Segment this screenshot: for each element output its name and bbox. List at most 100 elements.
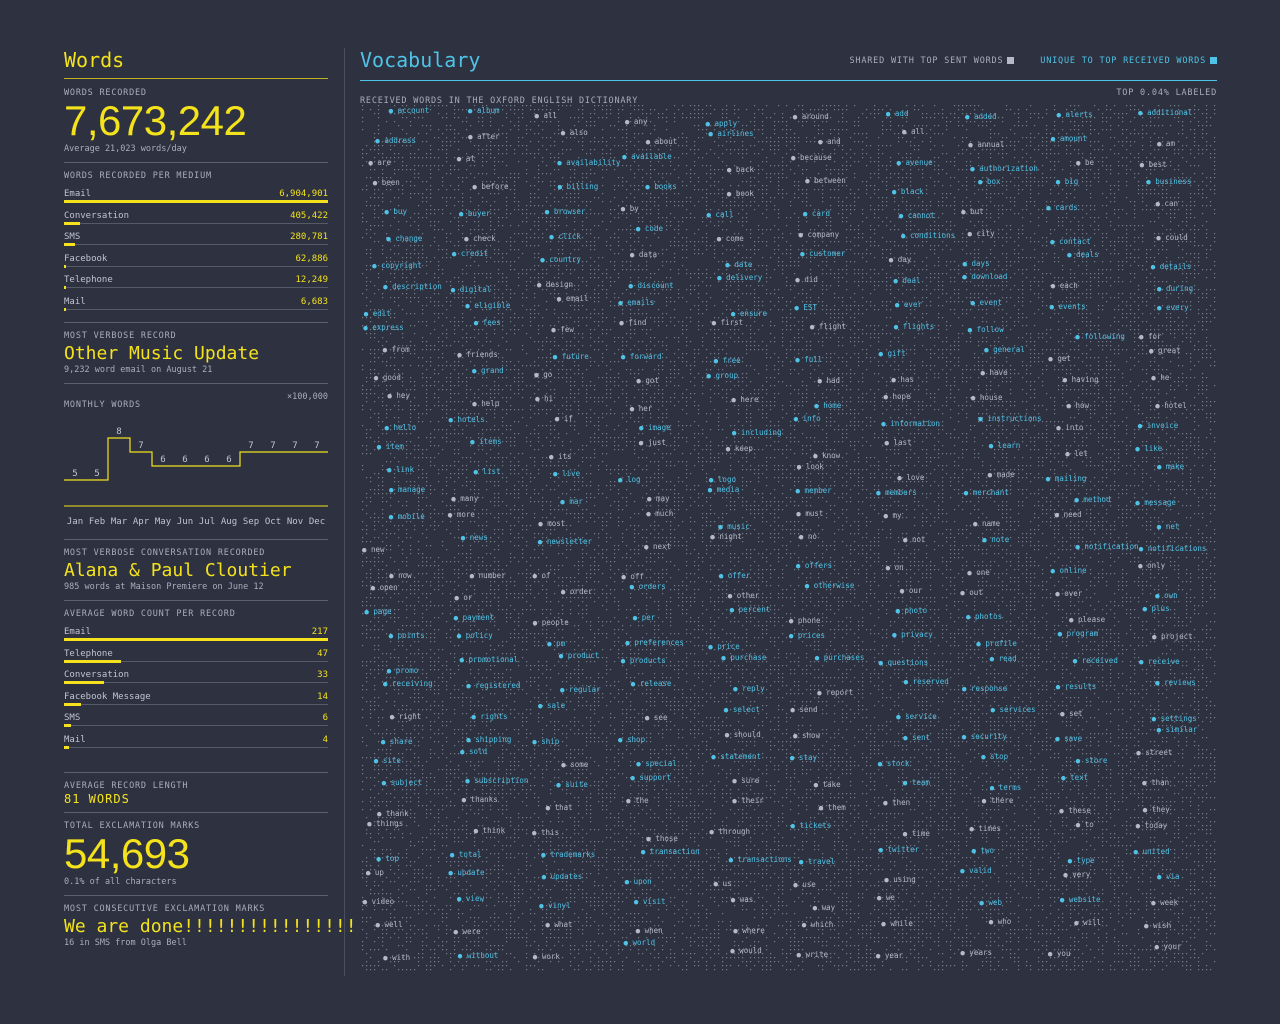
vocab-word-unique: ● text [1061, 773, 1088, 782]
vocab-word-shared: ● made [988, 470, 1015, 479]
vocab-word-shared: ● use [793, 880, 816, 889]
vocab-word-unique: ● flights [894, 322, 935, 331]
vocab-word-unique: ● products [621, 656, 666, 665]
vocab-word-unique: ● select [724, 705, 760, 714]
consecutive-label: MOST CONSECUTIVE EXCLAMATION MARKS [64, 904, 328, 914]
vocabulary-word-labels: ● account ● album ● all ● any ● apply ● aroun… [360, 103, 1217, 973]
vocab-word-shared: ● house [971, 393, 1003, 402]
avg-count-value: 33 [317, 670, 328, 680]
vocab-word-unique: ● log [618, 475, 641, 484]
vocab-word-unique: ● transactions [729, 855, 792, 864]
vocab-word-unique: ● availability [557, 158, 620, 167]
chart-data-label: 7 [270, 441, 275, 451]
vocab-word-unique: ● upon [625, 877, 652, 886]
vocab-word-shared: ● after [468, 132, 500, 141]
chart-tick-label: Nov [287, 517, 303, 527]
vocab-word-shared: ● write [797, 950, 829, 959]
vocab-word-unique: ● stop [981, 752, 1008, 761]
chart-tick-label: Jun [177, 517, 193, 527]
vocab-word-shared: ● way [813, 903, 836, 912]
legend-unique-label: UNIQUE TO TOP RECEIVED WORDS [1040, 56, 1206, 66]
medium-track [64, 223, 328, 224]
avg-count-row: Mail 4 [64, 731, 328, 753]
vocab-word-unique: ● team [903, 778, 930, 787]
vocab-word-shared: ● sure [732, 776, 759, 785]
vocab-word-unique: ● trademarks [541, 850, 595, 859]
vocab-word-shared: ● you [1048, 949, 1071, 958]
vocab-word-unique: ● ship [532, 737, 559, 746]
vocab-word-unique: ● response [962, 684, 1007, 693]
medium-name: Email [64, 189, 91, 199]
avg-count-fill [64, 724, 71, 727]
vocab-word-shared: ● have [981, 368, 1008, 377]
vocab-word-shared: ● see [645, 713, 668, 722]
vocab-word-unique: ● type [1068, 856, 1095, 865]
vocab-word-unique: ● contact [1050, 237, 1091, 246]
vocab-word-unique: ● net [1157, 522, 1180, 531]
vocab-word-unique: ● stock [878, 759, 910, 768]
vocab-word-unique: ● mar [560, 497, 583, 506]
vocab-word-shared: ● am [1157, 139, 1175, 148]
medium-fill [64, 200, 328, 203]
vocab-word-unique: ● authorization [970, 164, 1038, 173]
vocab-word-unique: ● notification [1075, 542, 1138, 551]
chart-tick-label: Jul [199, 517, 215, 527]
vocab-word-shared: ● then [883, 798, 910, 807]
vocab-word-shared: ● now [389, 571, 412, 580]
vocab-word-unique: ● travel [799, 857, 835, 866]
vocab-word-unique: ● offer [719, 571, 751, 580]
vocab-word-shared: ● think [474, 826, 506, 835]
avg-count-track [64, 747, 328, 748]
vocab-word-unique: ● support [630, 773, 671, 782]
vocab-word-shared: ● hotel [1155, 401, 1187, 410]
vocab-word-unique: ● logo [709, 475, 736, 484]
vocab-word-shared: ● hi [535, 394, 553, 403]
vocab-word-unique: ● event [971, 298, 1003, 307]
vocab-word-shared: ● night [710, 532, 742, 541]
avg-length-value: 81 WORDS [64, 792, 328, 806]
vocab-word-shared: ● email [557, 294, 589, 303]
vocab-word-unique: ● browser [545, 207, 586, 216]
vocab-word-shared: ● her [630, 404, 653, 413]
vocab-word-shared: ● while [881, 919, 913, 928]
chart-tick-label: Sep [243, 517, 259, 527]
vocab-word-shared: ● or [454, 593, 472, 602]
vocab-word-unique: ● price [708, 642, 740, 651]
consecutive-value: We are done!!!!!!!!!!!!!!!! [64, 916, 328, 937]
per-medium-list: Email 6,904,901 Conversation 405,422 SMS 280,… [64, 185, 328, 314]
vocab-word-unique: ● stay [790, 753, 817, 762]
avg-count-fill [64, 746, 69, 749]
vocab-word-unique: ● buyer [459, 209, 491, 218]
vocab-word-unique: ● click [549, 232, 581, 241]
vocab-word-unique: ● country [540, 255, 581, 264]
vocab-word-unique: ● transaction [641, 847, 700, 856]
vocab-word-shared: ● that [546, 803, 573, 812]
vocab-word-shared: ● also [561, 128, 588, 137]
vocab-word-unique: ● store [1076, 756, 1108, 765]
medium-track [64, 266, 328, 267]
vocab-word-shared: ● here [731, 395, 758, 404]
vocab-word-unique: ● code [636, 224, 663, 233]
vocab-word-unique: ● account [389, 106, 430, 115]
vocab-word-unique: ● group [707, 371, 739, 380]
avg-length-label: AVERAGE RECORD LENGTH [64, 781, 328, 791]
vocab-word-shared: ● phone [789, 616, 821, 625]
avg-count-name: SMS [64, 713, 80, 723]
vocab-word-unique: ● reply [733, 684, 765, 693]
vocab-word-shared: ● other [728, 591, 760, 600]
chart-data-label: 5 [94, 469, 99, 479]
medium-value: 12,249 [295, 275, 328, 285]
monthly-words-unit: ×100,000 [287, 392, 328, 402]
vocab-word-unique: ● via [1157, 872, 1180, 881]
vocab-word-shared: ● will [1074, 918, 1101, 927]
vocab-word-unique: ● reserved [904, 677, 949, 686]
vocab-word-shared: ● more [448, 510, 475, 519]
vocab-word-shared: ● up [366, 868, 384, 877]
vocab-word-shared: ● new [362, 545, 385, 554]
verbose-conv-label: MOST VERBOSE CONVERSATION RECORDED [64, 548, 328, 558]
avg-count-row: Telephone 47 [64, 645, 328, 667]
chart-data-label: 6 [226, 455, 231, 465]
vocab-word-shared: ● has [891, 375, 914, 384]
vocab-word-shared: ● today [1136, 821, 1168, 830]
vocab-word-unique: ● grand [472, 366, 504, 375]
